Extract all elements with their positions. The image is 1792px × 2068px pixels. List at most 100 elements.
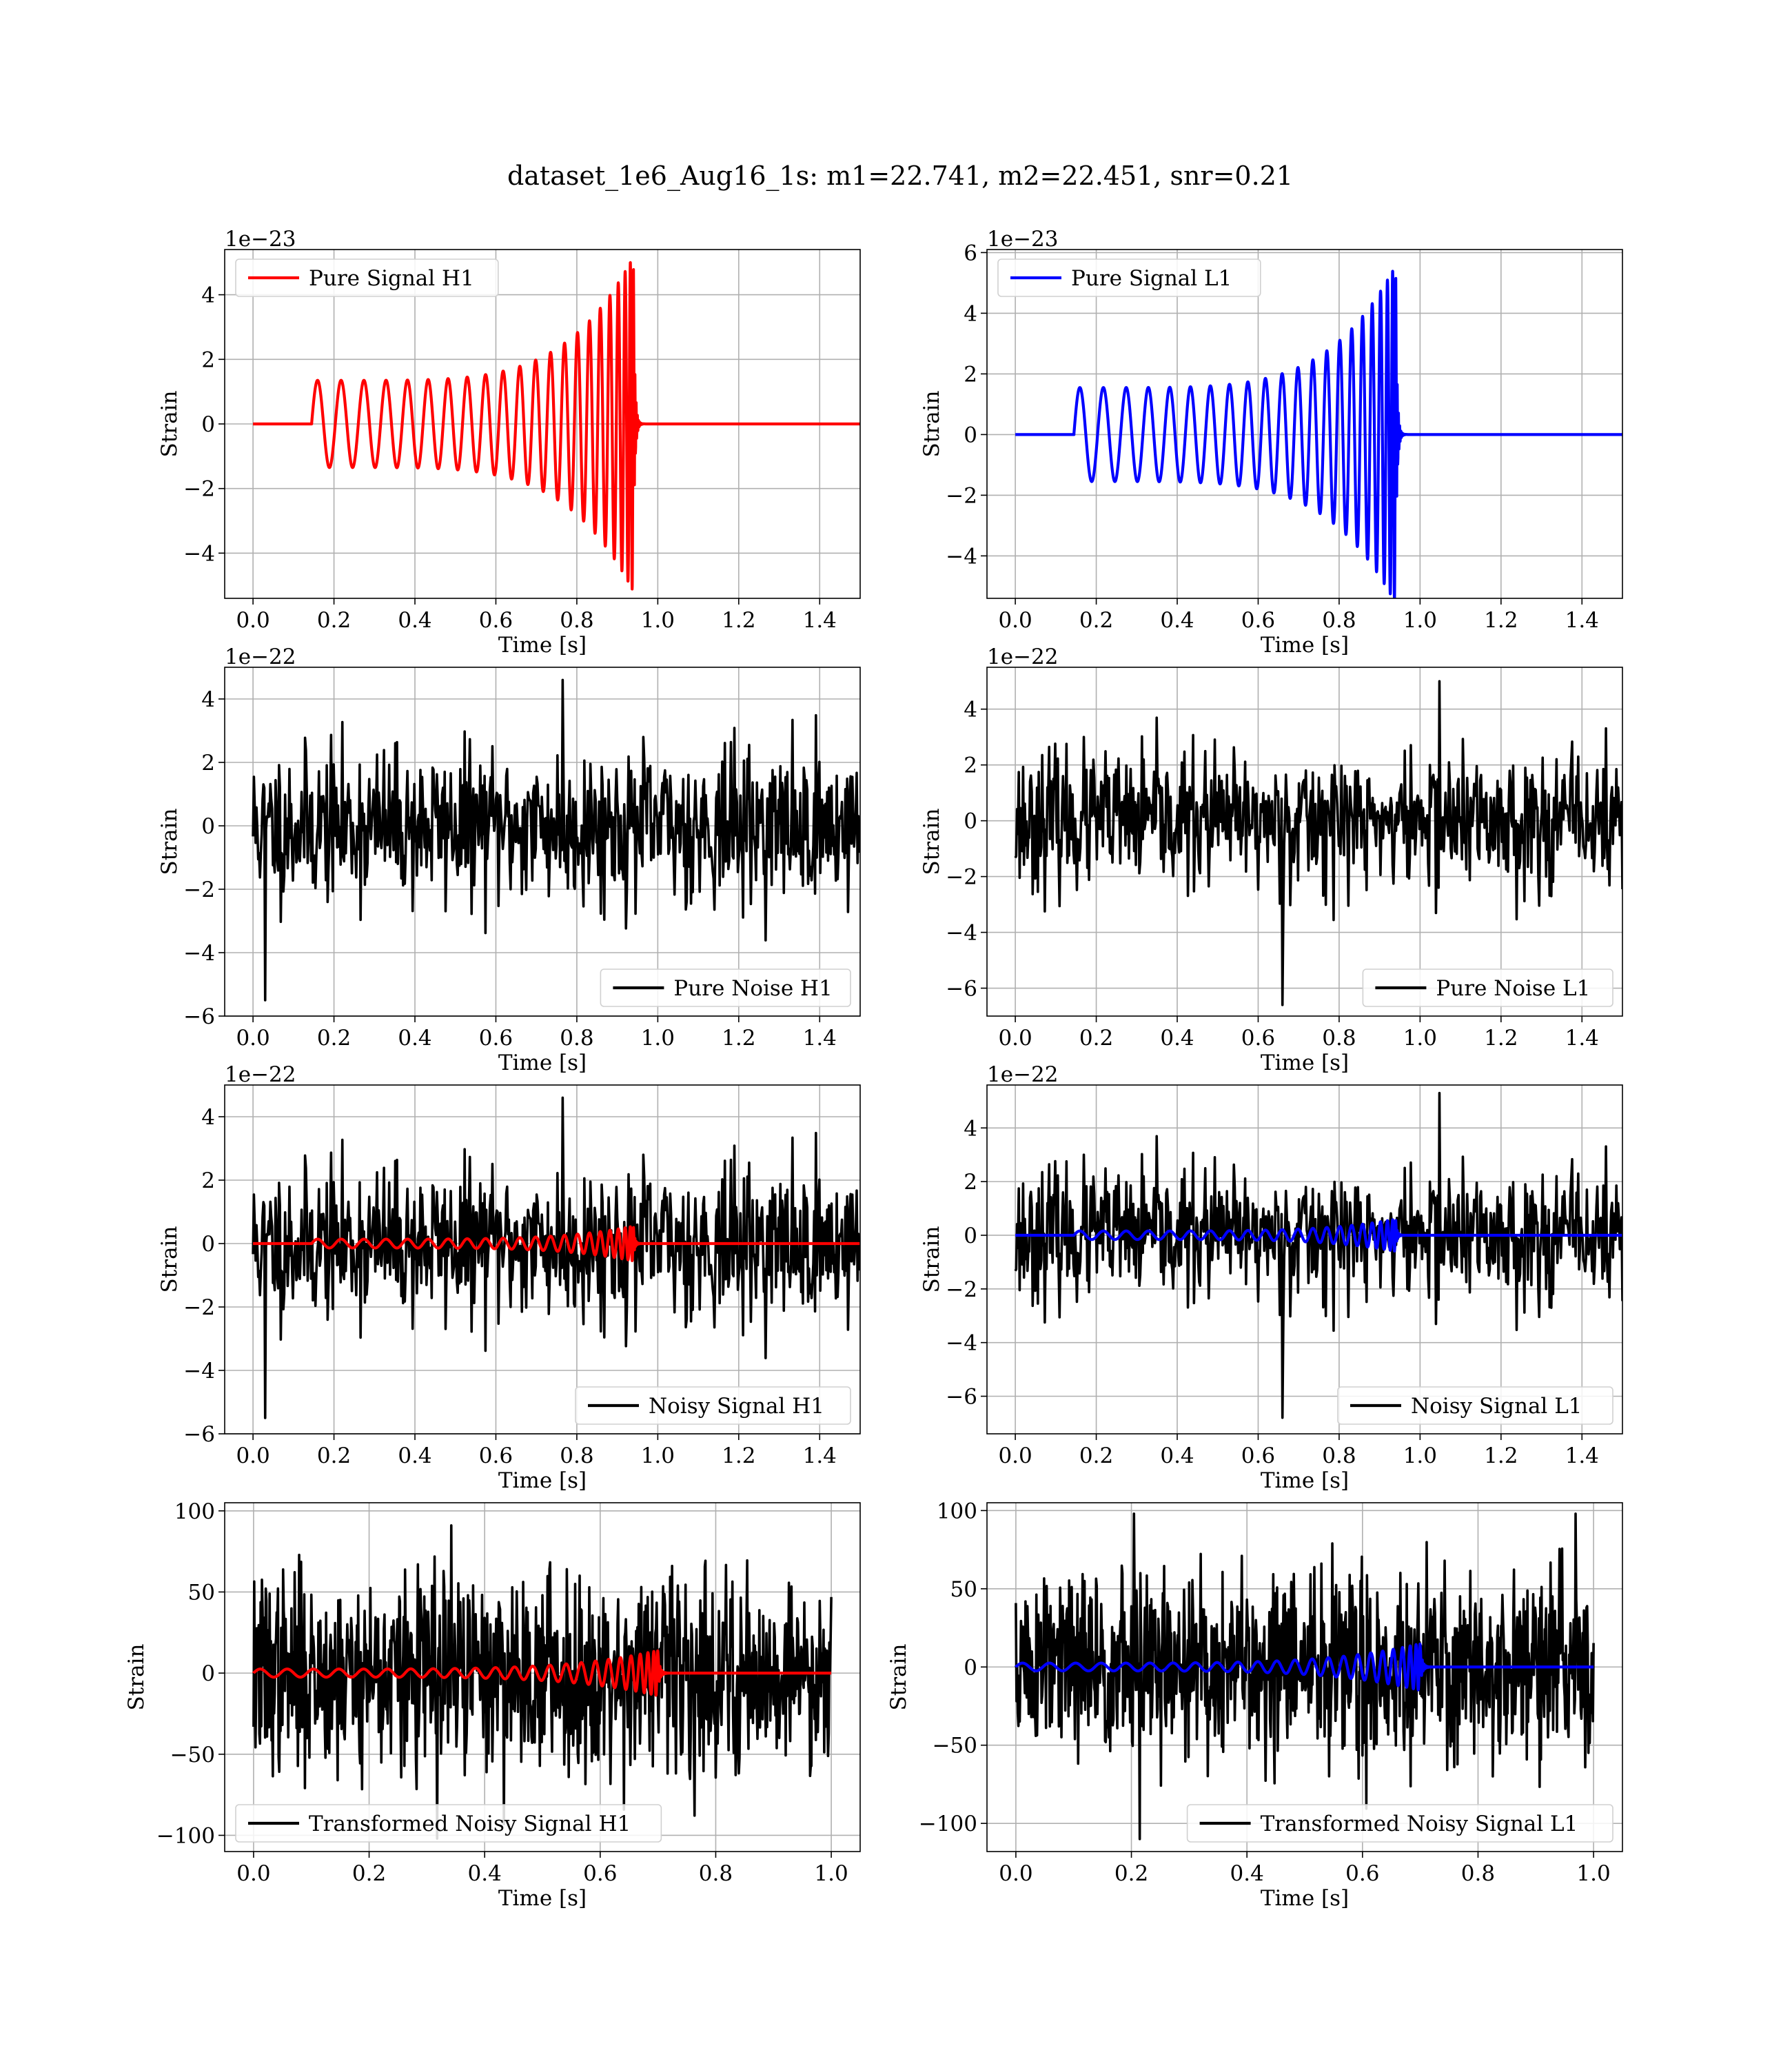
noise-series-line: [252, 1524, 833, 1840]
y-offset-label: 1e−23: [987, 227, 1059, 252]
x-tick-label: 1.4: [803, 608, 837, 633]
x-tick-label: 0.6: [479, 1443, 513, 1468]
x-tick-label: 0.2: [1079, 608, 1113, 633]
x-axis-label: Time [s]: [498, 1051, 587, 1075]
y-tick-label: −50: [933, 1734, 977, 1758]
y-offset-label: 1e−22: [225, 1062, 296, 1087]
x-tick-label: 0.2: [317, 1026, 351, 1051]
y-tick-label: 4: [201, 1105, 215, 1130]
x-axis-label: Time [s]: [498, 1468, 587, 1493]
y-tick-label: −4: [183, 541, 215, 566]
y-tick-label: 0: [964, 1655, 977, 1680]
x-tick-label: 0.2: [1079, 1443, 1113, 1468]
subplots-container: 0.0 0.2 0.4 0.6 0.8 1.0 1.2 1.4 −4 −2 0 2 4 Time [s] S…: [124, 227, 1623, 1911]
y-tick-label: 0: [201, 412, 215, 437]
series-group: [252, 678, 860, 1002]
x-tick-label: 1.2: [722, 1443, 755, 1468]
legend-label: Noisy Signal H1: [649, 1394, 824, 1419]
x-tick-label: 0.8: [1322, 608, 1356, 633]
y-tick-label: −2: [946, 865, 977, 890]
signal-series-line: [253, 261, 860, 591]
y-tick-label: −6: [946, 977, 977, 1002]
x-tick-label: 0.0: [236, 1026, 269, 1051]
x-tick-label: 0.8: [1322, 1443, 1356, 1468]
x-tick-label: 0.4: [398, 1026, 431, 1051]
legend-label: Pure Noise H1: [673, 976, 832, 1001]
x-tick-label: 0.2: [317, 1443, 351, 1468]
plot-frame: [224, 1502, 861, 1852]
legend: Transformed Noisy Signal L1: [1186, 1804, 1613, 1843]
y-tick-label: 6: [964, 241, 977, 265]
x-tick-label: 0.8: [699, 1861, 733, 1886]
y-tick-label: −6: [183, 1422, 215, 1447]
y-tick-label: 2: [201, 1168, 215, 1193]
subplot-5: 0.0 0.2 0.4 0.6 0.8 1.0 1.2 1.4 −6 −4 −2 0 2 4 Time [s…: [157, 1062, 861, 1493]
x-tick-label: 0.8: [560, 1026, 593, 1051]
x-tick-label: 0.0: [236, 1443, 269, 1468]
x-tick-label: 0.4: [1160, 608, 1194, 633]
x-tick-label: 0.8: [560, 608, 593, 633]
y-offset-label: 1e−22: [987, 645, 1059, 669]
subplot-3: 0.0 0.2 0.4 0.6 0.8 1.0 1.2 1.4 −6 −4 −2 0 2 4 Time [s…: [157, 645, 861, 1075]
x-tick-label: 0.6: [583, 1861, 617, 1886]
series-group: [252, 1096, 860, 1419]
x-tick-label: 0.0: [998, 1026, 1032, 1051]
y-tick-label: 0: [964, 1224, 977, 1248]
x-tick-label: 0.4: [468, 1861, 502, 1886]
y-tick-label: 4: [201, 283, 215, 308]
legend: Noisy Signal L1: [1337, 1386, 1613, 1425]
y-offset-label: 1e−22: [225, 645, 296, 669]
x-tick-label: 0.6: [1241, 1443, 1275, 1468]
y-axis-label: Strain: [919, 1226, 944, 1293]
x-tick-label: 1.2: [1484, 1026, 1518, 1051]
x-tick-label: 0.2: [352, 1861, 386, 1886]
series-group: [1014, 1091, 1622, 1419]
legend: Transformed Noisy Signal H1: [235, 1804, 662, 1843]
x-tick-label: 0.4: [1160, 1026, 1194, 1051]
legend-box: [1362, 969, 1613, 1007]
subplot-1: 0.0 0.2 0.4 0.6 0.8 1.0 1.2 1.4 −4 −2 0 2 4 Time [s] S…: [157, 227, 861, 658]
x-tick-label: 1.4: [1565, 1443, 1599, 1468]
legend: Pure Noise L1: [1362, 969, 1613, 1007]
y-axis-label: Strain: [886, 1644, 911, 1711]
noise-series-line: [1015, 1512, 1595, 1841]
x-axis-label: Time [s]: [1261, 1468, 1349, 1493]
plot-frame: [224, 667, 861, 1017]
x-tick-label: 0.6: [479, 1026, 513, 1051]
x-tick-label: 0.0: [998, 1443, 1032, 1468]
figure-title: dataset_1e6_Aug16_1s: m1=22.741, m2=22.4…: [507, 161, 1293, 192]
x-tick-label: 0.6: [1241, 608, 1275, 633]
x-tick-label: 1.2: [1484, 608, 1518, 633]
plot-frame: [986, 667, 1623, 1017]
y-tick-label: −2: [946, 1277, 977, 1302]
legend-label: Pure Signal L1: [1071, 266, 1232, 291]
x-tick-label: 0.8: [1461, 1861, 1495, 1886]
x-axis-label: Time [s]: [1261, 1051, 1349, 1075]
x-tick-label: 0.0: [998, 608, 1032, 633]
y-axis-label: Strain: [919, 809, 944, 875]
x-tick-label: 1.0: [1403, 1026, 1437, 1051]
y-tick-label: −4: [946, 1331, 977, 1356]
y-tick-label: 2: [964, 362, 977, 387]
y-tick-label: 50: [950, 1577, 977, 1602]
y-tick-label: −2: [183, 878, 215, 902]
legend: Pure Noise H1: [600, 969, 851, 1007]
legend-box: [600, 969, 851, 1007]
series-group: [253, 261, 860, 591]
x-axis-label: Time [s]: [1261, 633, 1349, 658]
y-tick-label: 0: [964, 809, 977, 834]
x-tick-label: 1.0: [641, 608, 675, 633]
legend-label: Transformed Noisy Signal H1: [309, 1812, 631, 1836]
y-axis-label: Strain: [919, 391, 944, 458]
x-tick-label: 1.0: [1576, 1861, 1610, 1886]
legend-label: Pure Signal H1: [309, 266, 474, 291]
y-tick-label: 4: [964, 698, 977, 722]
x-tick-label: 0.6: [479, 608, 513, 633]
series-group: [252, 1524, 833, 1840]
x-tick-label: 1.2: [722, 608, 755, 633]
y-tick-label: 100: [174, 1499, 215, 1524]
y-tick-label: 4: [201, 687, 215, 712]
x-tick-label: 1.4: [803, 1026, 837, 1051]
